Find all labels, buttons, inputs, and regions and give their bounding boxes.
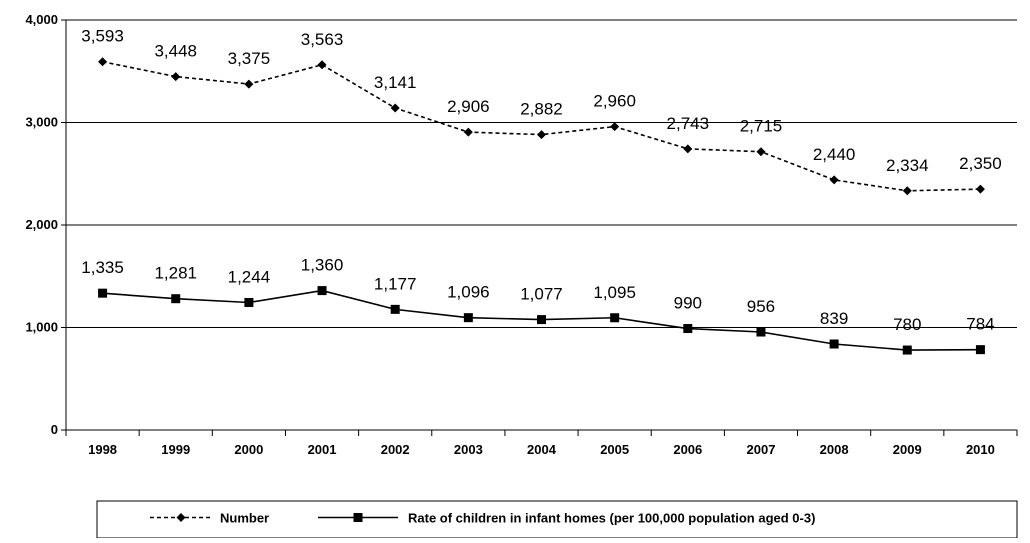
- data-point-diamond: [902, 186, 912, 196]
- data-label: 1,244: [228, 267, 271, 286]
- data-point-diamond: [244, 79, 254, 89]
- legend-box: [96, 500, 1018, 539]
- data-label: 3,375: [228, 49, 271, 68]
- data-point-square: [390, 304, 400, 314]
- legend-label: Number: [220, 511, 269, 526]
- series-group: [98, 57, 985, 355]
- data-label: 839: [820, 309, 848, 328]
- data-label: 2,882: [520, 100, 563, 119]
- data-label: 3,593: [81, 27, 124, 46]
- y-tick-label: 3,000: [25, 115, 58, 130]
- legend-marker-square: [353, 513, 363, 522]
- data-point-diamond: [171, 72, 181, 82]
- data-label: 1,096: [447, 283, 490, 302]
- data-label: 1,281: [154, 264, 197, 283]
- data-point-square: [975, 345, 985, 355]
- x-tick-label: 1998: [88, 442, 117, 457]
- data-point-diamond: [610, 122, 620, 132]
- data-label: 3,563: [301, 30, 344, 49]
- data-point-square: [683, 324, 693, 334]
- y-tick-label: 2,000: [25, 217, 58, 232]
- x-tick-label: 2005: [600, 442, 629, 457]
- data-point-diamond: [317, 60, 327, 70]
- data-label: 956: [747, 297, 775, 316]
- data-label: 784: [966, 315, 994, 334]
- data-point-square: [171, 294, 181, 304]
- axes: 0 1,000 2,000 3,000 4,000 1998 1999 2000 2001 200…: [25, 12, 1018, 457]
- data-point-diamond: [98, 57, 108, 67]
- x-tick-label: 2002: [381, 442, 410, 457]
- data-point-square: [829, 339, 839, 349]
- data-label: 2,334: [886, 156, 929, 175]
- data-label: 2,715: [740, 117, 783, 136]
- data-point-square: [756, 327, 766, 337]
- data-labels: 3,593 3,448 3,375 3,563 3,141 2,906 2,882 2,960…: [81, 27, 1001, 334]
- y-tick-label: 1,000: [25, 320, 58, 335]
- data-point-diamond: [829, 175, 839, 185]
- x-tick-label: 2006: [673, 442, 702, 457]
- data-point-diamond: [756, 147, 766, 157]
- legend-marker-diamond: [176, 513, 186, 522]
- data-label: 3,141: [374, 73, 417, 92]
- data-label: 780: [893, 315, 921, 334]
- data-label: 2,350: [959, 154, 1002, 173]
- data-point-diamond: [537, 130, 546, 140]
- data-label: 1,095: [593, 283, 636, 302]
- x-tick-label: 2003: [454, 442, 483, 457]
- data-label: 990: [674, 294, 702, 313]
- x-tick-label: 1999: [161, 442, 190, 457]
- x-tick-label: 2000: [234, 442, 263, 457]
- data-point-square: [610, 313, 620, 323]
- data-point-diamond: [463, 127, 473, 137]
- x-tick-label: 2004: [527, 442, 557, 457]
- x-tick-label: 2009: [893, 442, 922, 457]
- y-tick-label: 0: [51, 422, 58, 437]
- data-label: 2,743: [667, 114, 710, 133]
- x-tick-label: 2008: [820, 442, 849, 457]
- data-point-square: [98, 288, 108, 298]
- data-point-diamond: [683, 144, 693, 154]
- y-tick-label: 4,000: [25, 12, 58, 27]
- data-label: 2,960: [593, 92, 636, 111]
- data-label: 3,448: [154, 42, 197, 61]
- data-point-square: [244, 297, 254, 307]
- data-point-square: [317, 286, 327, 296]
- x-tick-label: 2001: [308, 442, 337, 457]
- data-point-square: [463, 313, 473, 323]
- data-label: 2,906: [447, 97, 490, 116]
- data-label: 1,177: [374, 274, 417, 293]
- gridlines: [66, 19, 1017, 328]
- data-label: 2,440: [813, 145, 856, 164]
- data-point-square: [537, 315, 546, 325]
- legend: Number Rate of children in infant homes (…: [96, 500, 1018, 539]
- data-point-square: [902, 345, 912, 355]
- data-label: 1,335: [81, 258, 124, 277]
- legend-label: Rate of children in infant homes (per 10…: [408, 511, 815, 526]
- data-label: 1,077: [520, 285, 563, 304]
- data-point-diamond: [975, 184, 985, 194]
- data-point-diamond: [390, 103, 400, 113]
- data-label: 1,360: [301, 256, 344, 275]
- x-tick-label: 2010: [966, 442, 995, 457]
- x-tick-label: 2007: [747, 442, 776, 457]
- series-line-1: [102, 60, 981, 192]
